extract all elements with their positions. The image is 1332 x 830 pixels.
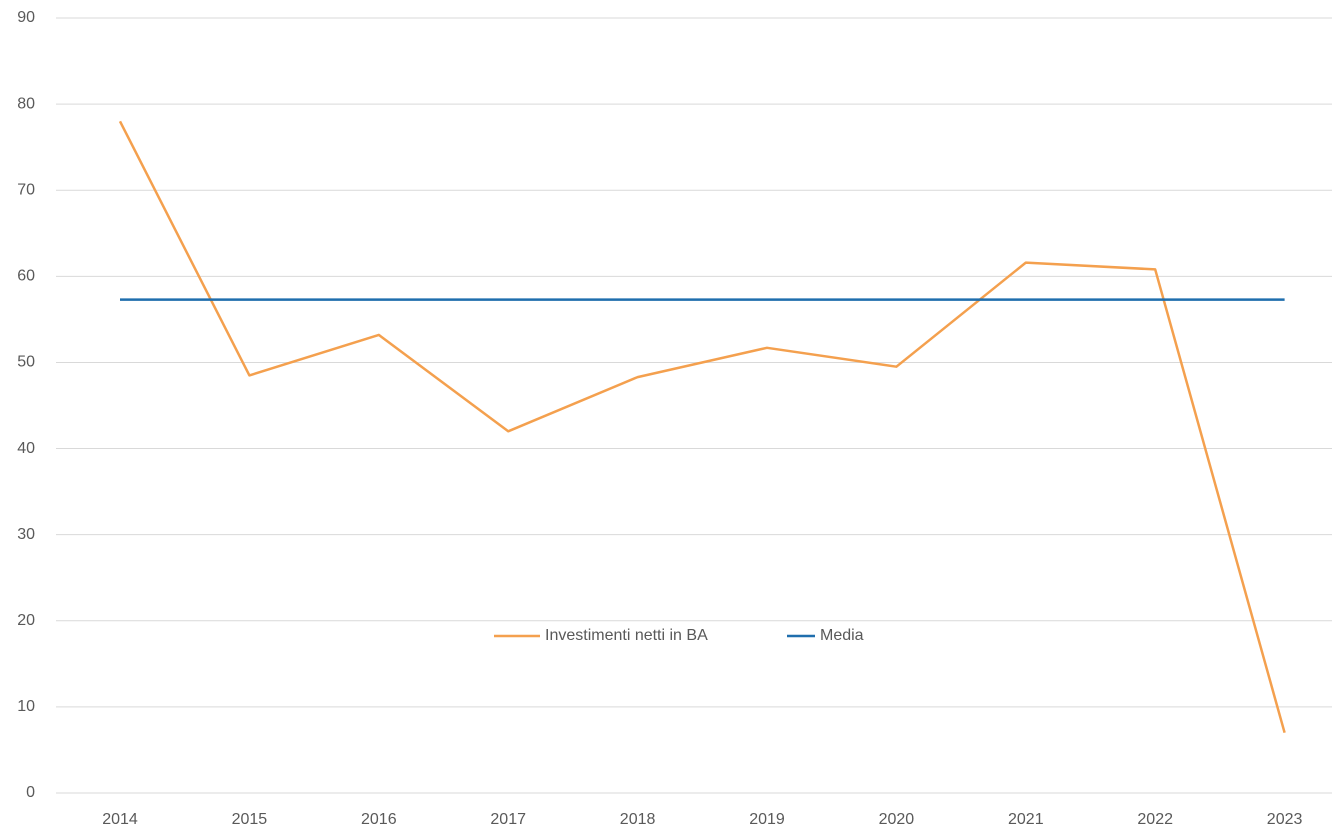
x-tick-label: 2023 <box>1267 811 1303 828</box>
line-series <box>118 120 1286 734</box>
y-tick-label: 90 <box>17 9 35 26</box>
x-tick-label: 2014 <box>102 811 138 828</box>
x-tick-label: 2015 <box>232 811 268 828</box>
x-tick-label: 2019 <box>749 811 785 828</box>
x-tick-label: 2017 <box>490 811 526 828</box>
y-tick-label: 70 <box>17 181 35 198</box>
x-tick-label: 2020 <box>879 811 915 828</box>
x-tick-label: 2016 <box>361 811 397 828</box>
y-tick-label: 30 <box>17 526 35 543</box>
legend-label: Media <box>820 627 864 644</box>
x-tick-label: 2018 <box>620 811 656 828</box>
x-tick-label: 2022 <box>1137 811 1173 828</box>
y-tick-label: 20 <box>17 612 35 629</box>
y-tick-label: 80 <box>17 95 35 112</box>
y-tick-label: 50 <box>17 354 35 371</box>
legend-label: Investimenti netti in BA <box>545 627 708 644</box>
y-tick-label: 40 <box>17 440 35 457</box>
x-tick-label: 2021 <box>1008 811 1044 828</box>
y-tick-label: 10 <box>17 698 35 715</box>
y-tick-label: 60 <box>17 268 35 285</box>
y-tick-label: 0 <box>26 784 35 801</box>
